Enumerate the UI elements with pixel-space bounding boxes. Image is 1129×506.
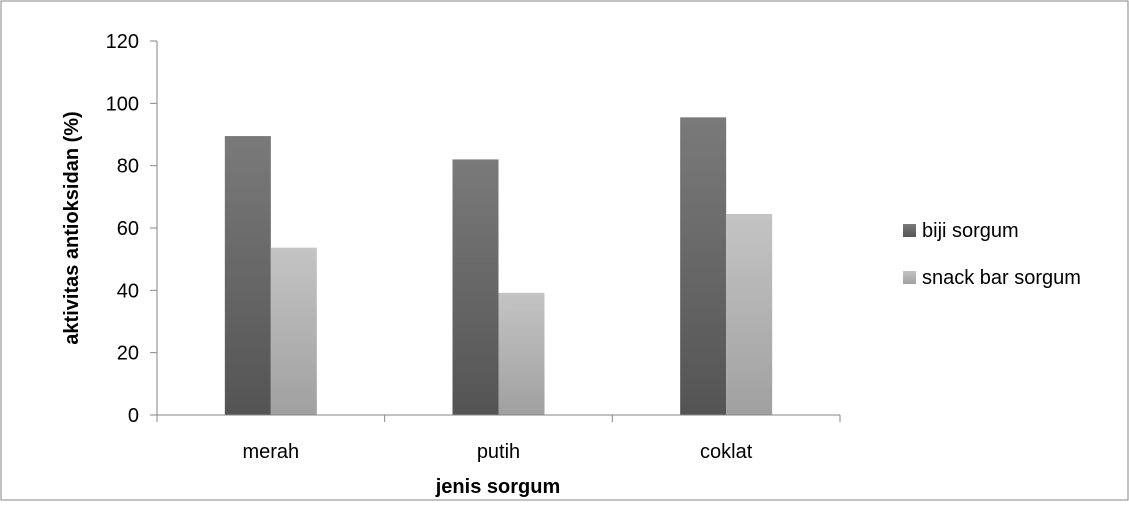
legend: biji sorgum snack bar sorgum [903,220,1081,289]
bar-snack-bar-sorgum-putih [498,292,545,415]
legend-label: snack bar sorgum [922,267,1081,289]
bar-biji-sorgum-merah [224,136,271,415]
x-axis-category-labels: merah putih coklat [156,415,841,463]
x-category-label: putih [477,441,520,463]
y-axis-title: aktivitas antioksidan (%) [61,111,83,344]
bars [224,117,773,415]
bar-snack-bar-sorgum-merah [270,247,317,415]
x-axis-title: jenis sorgum [435,476,560,498]
y-tick-label: 40 [117,280,139,302]
y-tick-label: 120 [106,31,139,53]
legend-swatch [903,224,916,237]
x-category-label: merah [242,441,299,463]
bar-snack-bar-sorgum-coklat [726,213,773,415]
y-tick-label: 100 [106,93,139,115]
y-tick-label: 0 [128,405,139,427]
y-axis-ticks: 0 20 40 60 80 100 120 [106,31,157,427]
y-tick-label: 80 [117,156,139,178]
legend-swatch [903,271,916,284]
bar-biji-sorgum-putih [452,159,499,415]
legend-label: biji sorgum [922,220,1019,242]
y-tick-label: 20 [117,343,139,365]
bar-biji-sorgum-coklat [680,117,727,415]
x-category-label: coklat [700,441,753,463]
y-tick-label: 60 [117,218,139,240]
